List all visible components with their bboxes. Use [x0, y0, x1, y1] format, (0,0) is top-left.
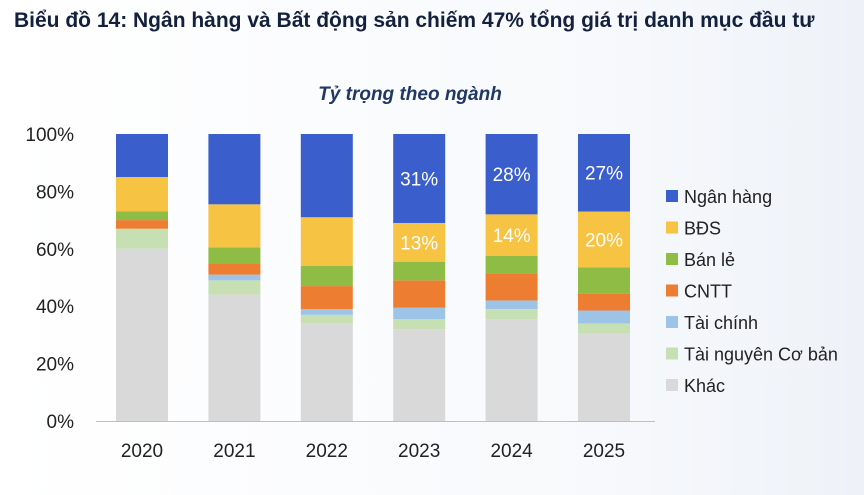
bar-segment [485, 300, 538, 310]
bar-segment [578, 134, 630, 212]
bar-segment [300, 309, 353, 315]
bar-segment [116, 134, 168, 178]
legend-label: Tài nguyên Cơ bản [684, 345, 838, 365]
bar-segment [300, 314, 353, 324]
bar-segment [578, 293, 630, 311]
bar-segment [208, 247, 261, 264]
bar-segment [208, 204, 261, 248]
y-tick-label: 60% [36, 240, 74, 261]
legend-label: Ngân hàng [684, 187, 772, 207]
bar-segment [300, 323, 353, 421]
bar-segment [393, 222, 446, 262]
y-tick-label: 0% [47, 412, 75, 433]
bar-segment [208, 294, 261, 421]
legend-swatch [666, 190, 678, 202]
bar-segment [485, 273, 538, 301]
bar-segment [393, 261, 446, 281]
y-tick-label: 100% [25, 125, 74, 146]
legend-swatch [666, 316, 678, 328]
data-label: 27% [585, 164, 623, 185]
bar-segment [578, 267, 630, 294]
x-tick-label: 2022 [306, 441, 348, 462]
bar-segment [578, 211, 630, 268]
bar-segment [208, 280, 261, 295]
legend-label: Bán lẻ [684, 250, 735, 270]
bar-segment [393, 280, 446, 308]
bar-segment [485, 134, 538, 215]
bar-segment [578, 323, 630, 334]
legend-label: Khác [684, 376, 725, 396]
bar-segment [485, 319, 538, 421]
x-tick-label: 2025 [583, 441, 625, 462]
legend-swatch [666, 347, 678, 360]
bar-segment [393, 307, 446, 320]
legend-swatch [666, 221, 678, 234]
bar-segment [300, 134, 353, 218]
y-tick-label: 80% [36, 182, 74, 203]
bar-segment [116, 177, 168, 212]
x-tick-label: 2020 [121, 441, 163, 462]
legend-label: Tài chính [684, 313, 758, 333]
bar-segment [116, 211, 168, 221]
bar-segment [578, 333, 630, 421]
y-tick-label: 40% [36, 297, 74, 318]
data-label: 14% [493, 226, 531, 247]
chart-title: Tỷ trọng theo ngành [318, 84, 502, 105]
page-title: Biểu đồ 14: Ngân hàng và Bất động sản ch… [14, 9, 815, 32]
data-label: 20% [585, 230, 623, 251]
x-tick-label: 2021 [213, 441, 255, 462]
x-tick-label: 2024 [490, 441, 533, 462]
bar-segment [300, 266, 353, 287]
bar-segment [393, 134, 446, 223]
bar-segment [485, 255, 538, 274]
data-label: 28% [493, 165, 531, 186]
legend-swatch [666, 253, 678, 265]
legend-swatch [666, 379, 678, 391]
bar-segment [208, 274, 261, 281]
bar-segment [393, 329, 446, 421]
bar-segment [485, 214, 538, 256]
bar-segment [393, 319, 446, 330]
bar-segment [578, 310, 630, 324]
legend-label: CNTT [684, 282, 732, 302]
data-label: 13% [400, 233, 438, 254]
x-tick-label: 2023 [398, 441, 440, 462]
data-label: 31% [400, 169, 438, 190]
bar-segment [208, 263, 261, 275]
y-tick-label: 20% [36, 355, 74, 376]
bar-segment [300, 286, 353, 310]
legend-swatch [666, 284, 678, 297]
bar-segment [116, 220, 168, 229]
bar-segment [485, 309, 538, 320]
bar-segment [300, 217, 353, 267]
bar-segment [116, 228, 168, 249]
legend-label: BĐS [684, 219, 721, 239]
bar-segment [116, 248, 168, 421]
bar-segment [208, 134, 261, 205]
